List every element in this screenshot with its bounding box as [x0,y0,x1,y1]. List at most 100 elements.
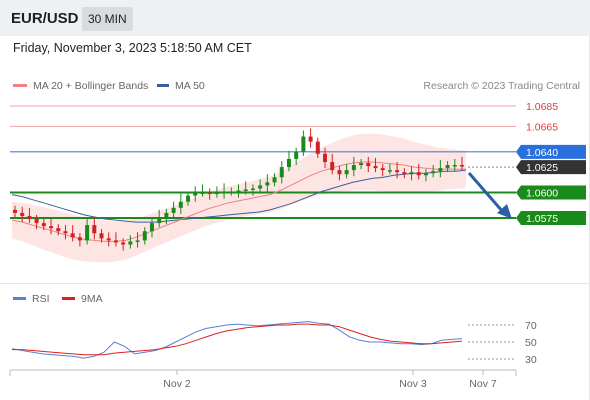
candle-body [222,191,227,194]
rsi-tick-70: 70 [525,320,537,332]
candle-body [359,163,364,166]
candle-body [243,189,248,191]
candle-body [121,242,126,245]
candle-body [373,166,378,169]
candle-body [452,165,457,167]
candle-body [164,212,169,218]
candle-body [308,136,313,142]
candle-body [460,165,464,167]
last-price-label: 1.0625 [526,162,558,174]
rsi-tick-30: 30 [525,354,537,366]
legend-ma50: MA 50 [157,80,205,92]
support-label-1-bg [516,185,586,200]
candle-body [294,151,299,159]
interval-button[interactable]: 30 MIN [82,7,133,31]
candle-body [423,173,428,176]
candle-body [56,228,61,232]
legend-9ma: 9MA [62,293,103,305]
candle-body [258,185,263,189]
rsi-swatch [13,296,26,300]
bollinger-swatch [13,83,27,87]
candle-body [229,191,234,194]
candle-body [99,233,104,239]
candle-body [445,165,450,169]
candle-body [149,223,154,232]
x-tick-label: Nov 7 [469,378,497,390]
candle-body [351,165,356,171]
rsi-line [11,321,463,359]
candle-body [92,225,97,234]
forecast-arrowhead [497,204,512,219]
legend-rsi-label: RSI [32,293,50,305]
symbol-label: EUR/USD [11,10,79,27]
candle-body [70,233,75,238]
candle-body [344,170,349,175]
candle-body [416,172,421,176]
candle-body [27,215,32,220]
last-price-label-bg [516,160,586,175]
candle-body [85,225,90,241]
panel-divider [0,283,590,284]
x-tick-label: Nov 3 [399,378,427,390]
top-bar: EUR/USD 30 MIN [0,0,590,36]
legend-bollinger: MA 20 + Bollinger Bands [13,80,148,92]
candle-body [272,177,277,183]
resistance-label-1: 1.0685 [526,101,558,113]
candle-body [387,170,392,172]
candle-body [265,182,270,186]
candle-body [431,171,436,174]
candle-body [214,192,219,195]
candle-body [63,231,68,234]
legend-9ma-label: 9MA [81,293,103,305]
candles-group [13,128,464,251]
support-label-1: 1.0600 [526,188,558,200]
candle-body [323,153,328,162]
candle-body [330,162,335,171]
legend-bollinger-label: MA 20 + Bollinger Bands [33,80,149,92]
support-label-2-bg [516,211,586,225]
candle-body [193,192,198,196]
candle-body [236,190,241,193]
ma50-line [11,169,467,223]
candle-body [250,188,255,190]
candle-body [20,212,25,216]
candle-body [279,167,284,178]
candle-body [128,241,133,245]
legend-rsi: RSI [13,293,50,305]
candle-body [106,238,111,241]
legend-ma50-label: MA 50 [175,80,205,92]
candle-body [402,172,407,175]
candle-body [171,207,176,213]
x-tick-label: Nov 2 [163,378,191,390]
candle-body [301,136,306,152]
candle-body [77,237,82,241]
candle-body [157,218,162,224]
candle-body [142,231,147,241]
candle-body [380,168,385,171]
ma9-swatch [62,296,75,300]
pivot-label: 1.0640 [526,147,558,159]
candle-body [315,141,320,154]
candle-body [438,168,443,172]
support-label-2: 1.0575 [526,213,558,225]
candle-body [395,170,400,173]
datetime-label: Friday, November 3, 2023 5:18:50 AM CET [13,41,252,55]
ma50-swatch [157,83,169,87]
candle-body [337,170,342,175]
candle-body [34,219,39,224]
candle-body [200,192,205,195]
candle-body [186,195,191,202]
candle-body [409,172,414,175]
candle-body [286,158,291,168]
copyright: Research © 2023 Trading Central [423,80,580,92]
candle-body [207,192,212,195]
rsi-ma-line [12,323,463,356]
candle-body [366,163,371,167]
candle-body [113,240,118,243]
resistance-label-2: 1.0665 [526,121,558,133]
candle-body [49,226,54,229]
pivot-label-bg [516,144,586,159]
candle-body [178,201,183,208]
forecast-arrow-shaft [467,172,505,213]
